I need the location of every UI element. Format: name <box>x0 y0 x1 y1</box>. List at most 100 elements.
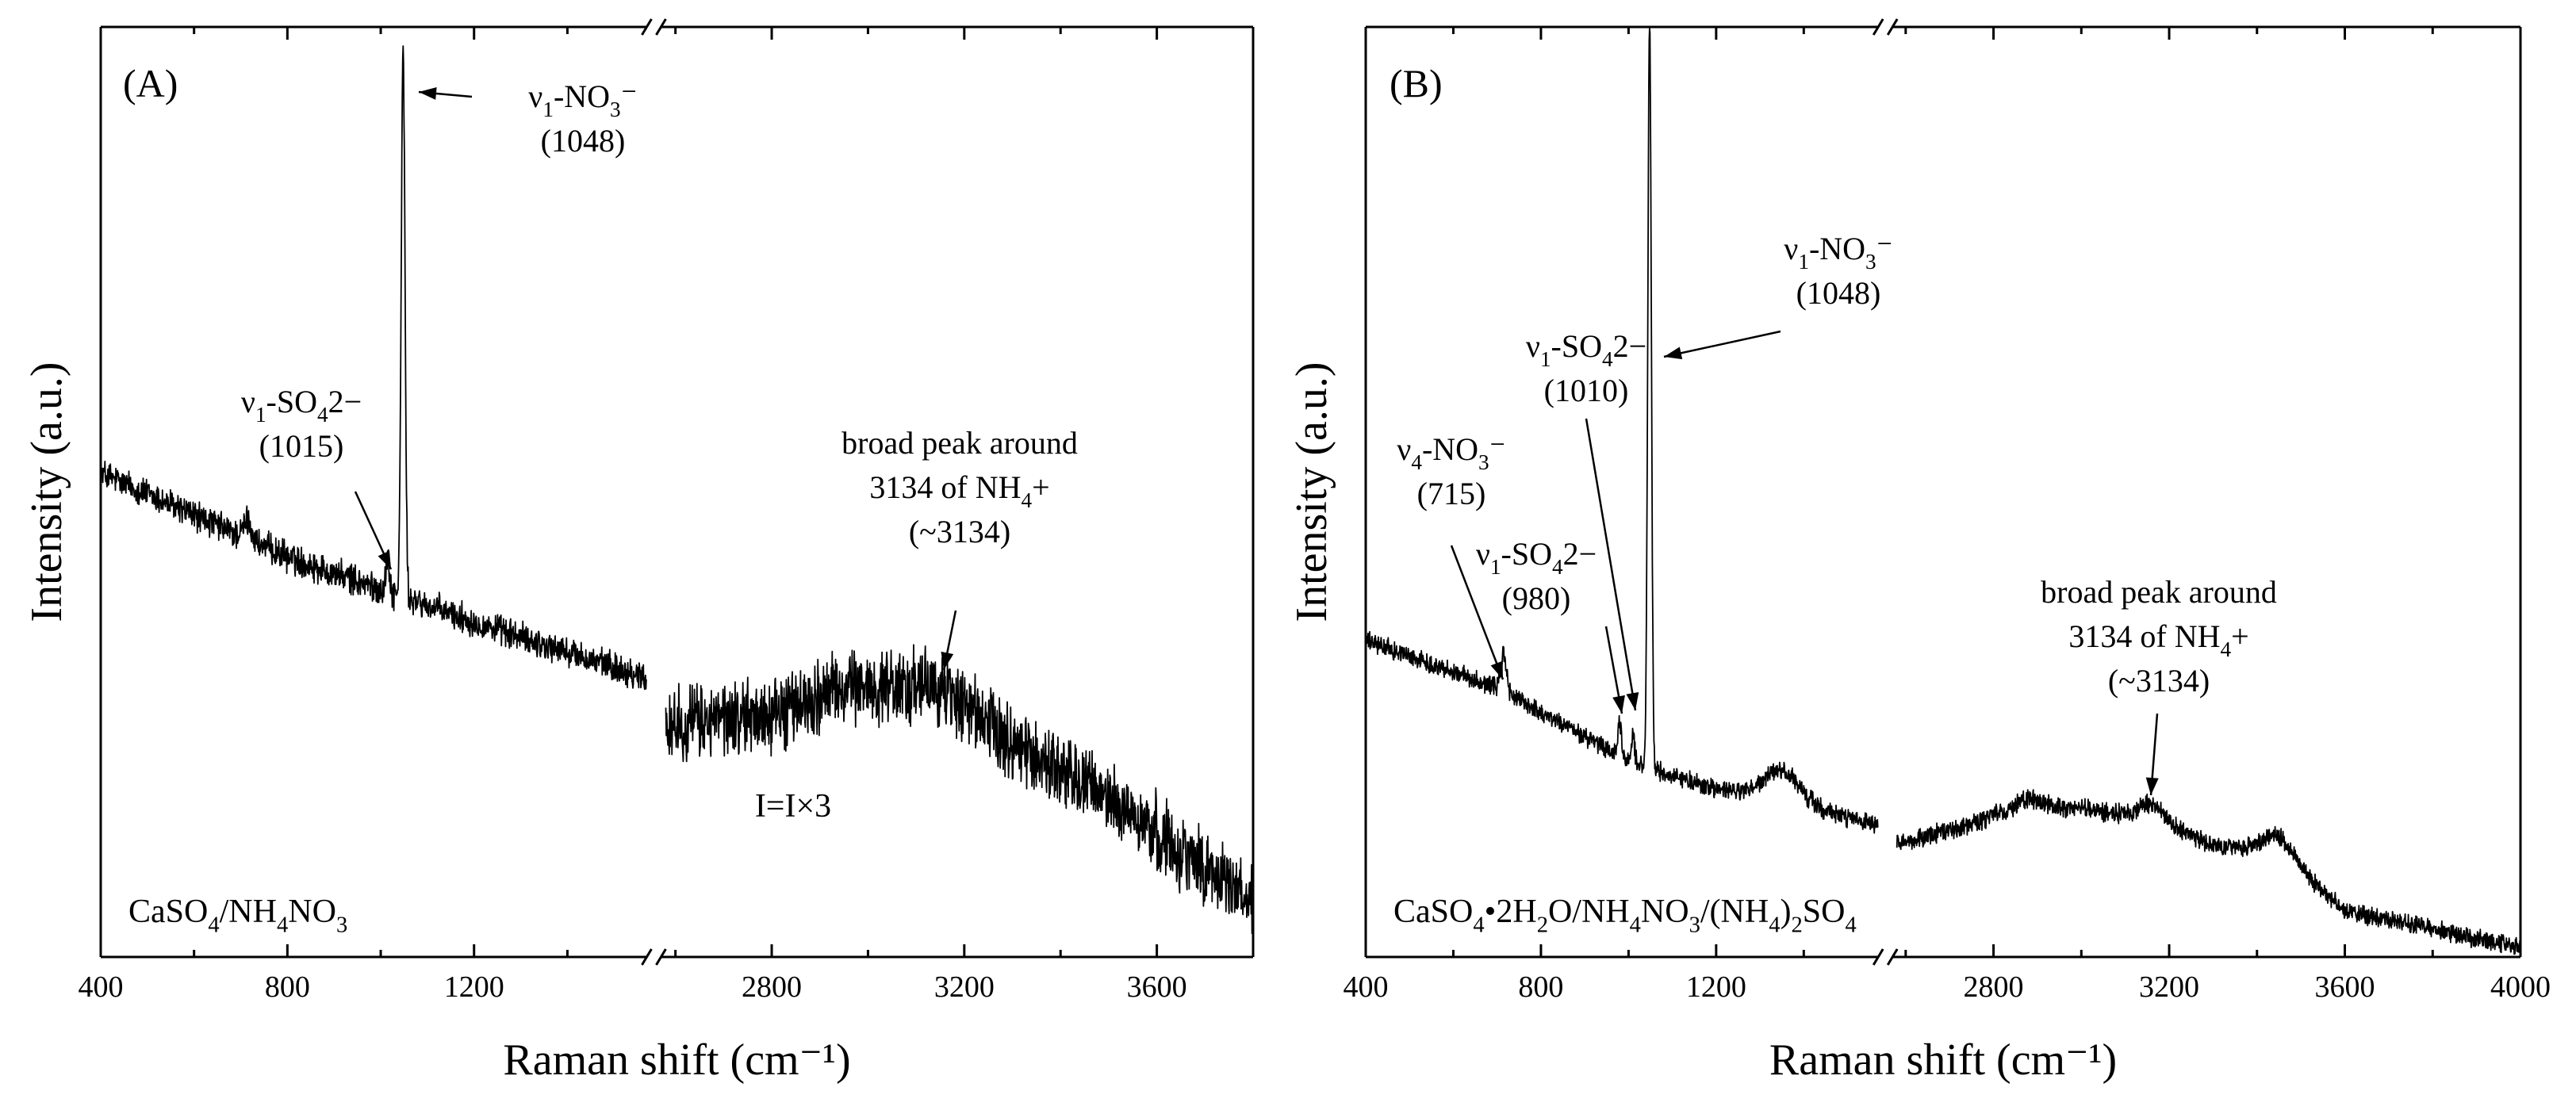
peak-annotation-text: (~3134) <box>909 514 1010 549</box>
text-part: -SO <box>266 384 317 419</box>
text-part: 3 <box>336 913 347 938</box>
axis-break-mark <box>641 948 653 966</box>
x-tick-label: 3200 <box>2139 970 2199 1004</box>
peak-annotation-text: broad peak around <box>841 425 1078 461</box>
text-part: 3 <box>1689 913 1700 938</box>
panel-b: 400 800 1200 2800 3200 3600 4000 Raman shift (c… <box>1287 18 2551 1085</box>
x-axis-title: Raman shift (cm⁻¹) <box>503 1035 850 1085</box>
x-tick-label: 2800 <box>1964 970 2024 1004</box>
text-part: (980) <box>1502 580 1571 616</box>
text-part: CaSO <box>128 894 208 930</box>
text-part: (1048) <box>541 123 626 159</box>
x-tick-label: 3600 <box>1127 970 1187 1004</box>
peak-annotation-text: (980) <box>1502 580 1571 616</box>
y-axis-title: Intensity (a.u.) <box>22 362 71 622</box>
arrow-head <box>1490 660 1503 679</box>
text-part: -SO <box>1501 536 1552 572</box>
text-part: 2 <box>1537 913 1548 938</box>
text-part: /NH <box>220 894 277 930</box>
arrow-head <box>378 550 391 569</box>
text-part: 4 <box>317 403 328 427</box>
text-part: broad peak around <box>2041 574 2277 610</box>
text-part: 2 <box>1791 913 1802 938</box>
text-part: ν <box>1784 231 1798 266</box>
axis-break-mark <box>655 18 667 36</box>
text-part: ν <box>1526 328 1540 364</box>
peak-annotation-text: ν1-SO42− <box>1526 328 1646 371</box>
arrow-head <box>2145 777 2159 795</box>
text-part: 4 <box>1769 913 1780 938</box>
text-part: 4 <box>277 913 288 938</box>
x-tick-label: 800 <box>265 970 310 1004</box>
text-part: -SO <box>1551 328 1602 364</box>
text-part: -NO <box>1422 431 1478 467</box>
text-part: 3 <box>1478 450 1489 474</box>
y-axis-title: Intensity (a.u.) <box>1287 362 1336 622</box>
text-part: ⁻ <box>1489 431 1506 467</box>
text-part: ν <box>528 78 542 114</box>
spectrum-line-segment-2 <box>1896 789 2521 955</box>
text-part: (1015) <box>259 428 344 464</box>
panel-label: (B) <box>1390 61 1443 105</box>
text-part: (1048) <box>1796 275 1881 311</box>
peak-annotation-text: (1048) <box>1796 275 1881 311</box>
text-part: 3 <box>1865 250 1876 274</box>
arrow-head <box>419 86 437 100</box>
annotation-arrow-line <box>1663 330 1781 358</box>
text-part: 4 <box>1552 555 1563 579</box>
text-part: 3 <box>610 98 621 121</box>
text-part: ⁻ <box>1876 231 1893 266</box>
peak-annotation-text: ν1-NO3⁻ <box>1784 231 1893 274</box>
text-part: 1 <box>1798 250 1809 274</box>
text-part: ν <box>241 384 255 419</box>
x-tick-label: 400 <box>79 970 124 1004</box>
text-part: (~3134) <box>2108 663 2210 699</box>
text-part: + <box>2231 618 2249 654</box>
peak-annotation-text: (1015) <box>259 428 344 464</box>
text-part: 1 <box>542 98 554 121</box>
text-part: 2− <box>1563 536 1597 572</box>
peak-annotation-text: ν1-SO42− <box>241 384 362 427</box>
text-part: /(NH <box>1700 894 1769 930</box>
peak-annotation-text: ν1-SO42− <box>1476 536 1597 579</box>
text-part: 4 <box>1845 913 1856 938</box>
axis-break-mark <box>1886 18 1899 36</box>
spectrum-line-segment-1 <box>100 45 647 691</box>
text-part: 4 <box>1411 450 1422 474</box>
text-part: ⁻ <box>621 78 638 114</box>
x-tick-label: 1200 <box>1686 970 1746 1004</box>
x-tick-label: 400 <box>1344 970 1389 1004</box>
x-axis-title: Raman shift (cm⁻¹) <box>1769 1035 2117 1085</box>
text-part: 1 <box>255 403 266 427</box>
text-part: ν <box>1397 431 1411 467</box>
spectrum-line-segment-1 <box>1365 27 1879 834</box>
text-part: ) <box>1780 894 1791 930</box>
scaling-note: I=I×3 <box>755 788 831 825</box>
text-part: 4 <box>2220 637 2231 661</box>
peak-annotation-text: (715) <box>1417 476 1486 511</box>
text-part: 4 <box>1021 488 1032 512</box>
text-part: NO <box>288 894 336 930</box>
text-part: SO <box>1803 894 1846 930</box>
panel-a: 400 800 1200 2800 3200 3600 Raman shift (cm⁻¹)… <box>22 18 1255 1085</box>
annotation-arrow-line <box>1450 545 1505 680</box>
peak-annotation-text: 3134 of NH4+ <box>2068 618 2248 661</box>
peak-annotation-text: (1010) <box>1544 373 1629 408</box>
x-tick-label: 2800 <box>742 970 802 1004</box>
x-tick-label: 1200 <box>444 970 504 1004</box>
arrow-head <box>1612 695 1625 714</box>
peak-annotation-text: (~3134) <box>2108 663 2210 699</box>
text-part: -NO <box>1809 231 1865 266</box>
text-part: + <box>1032 469 1050 505</box>
text-part: 1 <box>1540 347 1551 371</box>
axis-break-mark <box>1872 18 1884 36</box>
text-part: ν <box>1476 536 1490 572</box>
text-part: 4 <box>208 913 219 938</box>
text-part: 3134 of NH <box>2068 618 2220 654</box>
sample-label: CaSO4•2H2O/NH4NO3/(NH4)2SO4 <box>1393 894 1857 938</box>
axis-break-mark <box>655 948 667 966</box>
peak-annotation-text: 3134 of NH4+ <box>869 469 1049 512</box>
spectrum-line-segment-2 <box>665 644 1254 935</box>
text-part: 3134 of NH <box>869 469 1021 505</box>
